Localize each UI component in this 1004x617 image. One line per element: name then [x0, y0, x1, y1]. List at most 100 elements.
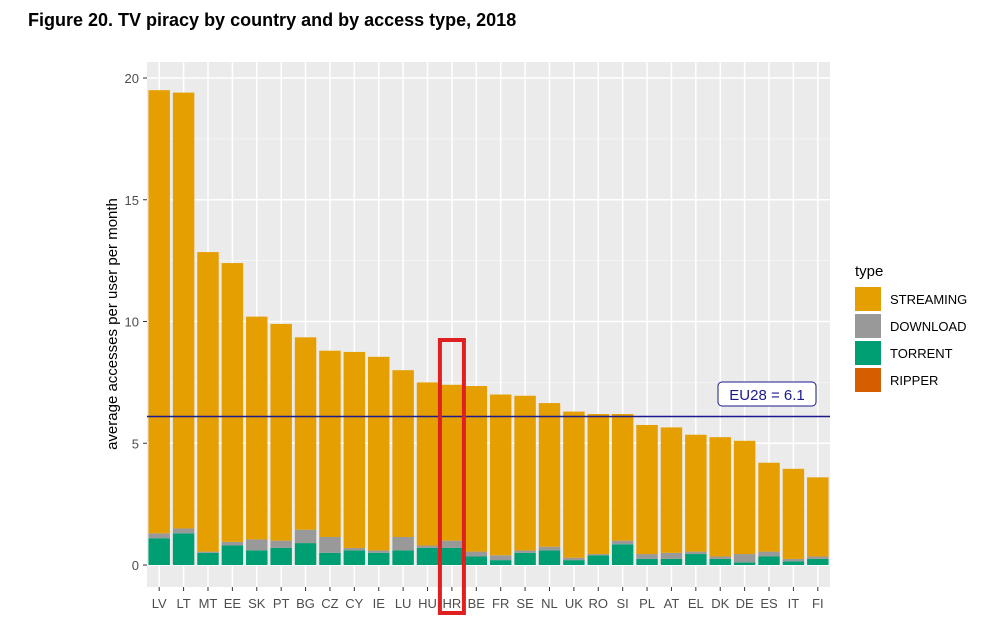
- bar-segment-torrent: [367, 552, 390, 565]
- legend-label-download: DOWNLOAD: [890, 319, 967, 334]
- bars-group: [148, 90, 829, 565]
- x-tick-label: LU: [395, 596, 412, 611]
- bar-segment-download: [733, 554, 756, 563]
- y-tick-label: 0: [132, 558, 139, 573]
- bar-segment-streaming: [319, 350, 341, 537]
- x-tick-label: NL: [541, 596, 558, 611]
- bar-segment-download: [221, 541, 244, 546]
- bar-segment-download: [392, 536, 414, 551]
- bar-segment-streaming: [441, 384, 463, 541]
- x-tick-label: HU: [418, 596, 437, 611]
- bar-segment-torrent: [319, 552, 341, 565]
- bar-segment-streaming: [489, 394, 512, 556]
- bar-segment-streaming: [294, 337, 317, 530]
- reference-label-box: [717, 381, 817, 407]
- bar-segment-torrent: [660, 558, 683, 565]
- bar-segment-download: [270, 540, 292, 548]
- bar-segment-download: [587, 554, 610, 556]
- bar-segment-streaming: [733, 440, 756, 555]
- legend-swatch-download: [855, 314, 881, 338]
- bar-segment-torrent: [611, 544, 634, 565]
- y-tick-label: 15: [125, 193, 139, 208]
- bar-segment-streaming: [465, 386, 488, 552]
- bar-segment-download: [758, 551, 780, 557]
- x-tick-label: SI: [617, 596, 629, 611]
- bar-segment-streaming: [709, 437, 731, 557]
- bar-segment-download: [294, 529, 317, 544]
- bar-segment-download: [441, 540, 463, 548]
- bar-segment-streaming: [392, 370, 414, 537]
- bar-segment-torrent: [246, 550, 268, 565]
- bar-segment-download: [343, 547, 366, 551]
- x-tick-label: ES: [760, 596, 778, 611]
- bar-segment-streaming: [416, 382, 439, 546]
- bar-segment-streaming: [270, 323, 292, 541]
- bar-segment-download: [611, 540, 634, 545]
- x-tick-label: SK: [248, 596, 266, 611]
- bar-segment-download: [416, 545, 439, 548]
- bar-segment-streaming: [246, 316, 268, 540]
- x-tick-label: EL: [688, 596, 704, 611]
- legend-swatch-ripper: [855, 368, 881, 392]
- legend-label-ripper: RIPPER: [890, 373, 938, 388]
- bar-segment-download: [514, 550, 536, 553]
- bar-segment-torrent: [172, 533, 195, 565]
- bar-segment-streaming: [343, 351, 366, 548]
- bar-segment-download: [660, 552, 683, 559]
- bar-segment-streaming: [514, 395, 536, 551]
- bar-segment-download: [709, 556, 731, 559]
- bar-segment-torrent: [538, 550, 561, 565]
- bar-segment-download: [246, 539, 268, 551]
- bar-segment-download: [148, 533, 170, 539]
- legend-swatch-torrent: [855, 341, 881, 365]
- bar-segment-torrent: [343, 550, 366, 565]
- bar-segment-download: [807, 556, 829, 559]
- x-tick-label: EE: [224, 596, 242, 611]
- x-tick-label: RO: [589, 596, 609, 611]
- y-tick-label: 10: [125, 315, 139, 330]
- legend-label-streaming: STREAMING: [890, 292, 967, 307]
- bar-segment-streaming: [221, 263, 244, 542]
- bar-segment-torrent: [685, 554, 707, 565]
- bar-segment-torrent: [782, 561, 805, 565]
- bar-segment-download: [319, 536, 341, 553]
- bar-segment-torrent: [758, 556, 780, 565]
- bar-segment-streaming: [367, 356, 390, 551]
- legend-label-torrent: TORRENT: [890, 346, 953, 361]
- legend[interactable]: type STREAMING DOWNLOAD TORRENT RIPPER: [855, 263, 967, 392]
- x-tick-label: LV: [152, 596, 167, 611]
- x-tick-label: MT: [199, 596, 218, 611]
- bar-segment-download: [197, 551, 219, 553]
- bar-segment-download: [489, 555, 512, 561]
- bar-segment-torrent: [441, 547, 463, 565]
- bar-segment-torrent: [221, 545, 244, 565]
- bar-segment-torrent: [148, 538, 170, 565]
- legend-swatch-streaming: [855, 287, 881, 311]
- x-tick-label: DK: [711, 596, 729, 611]
- bar-segment-streaming: [197, 252, 219, 552]
- x-tick-label: IT: [788, 596, 800, 611]
- bar-segment-streaming: [636, 424, 658, 555]
- bar-segment-download: [685, 551, 707, 555]
- bar-segment-streaming: [758, 462, 780, 552]
- bar-segment-streaming: [538, 403, 561, 547]
- x-tick-label: LT: [176, 596, 190, 611]
- y-tick-label: 5: [132, 436, 139, 451]
- bar-segment-streaming: [685, 434, 707, 552]
- x-tick-label: FR: [492, 596, 509, 611]
- bar-segment-download: [465, 551, 488, 557]
- y-tick-label: 20: [125, 71, 139, 86]
- bar-segment-streaming: [611, 414, 634, 541]
- bar-segment-streaming: [563, 411, 585, 558]
- bar-segment-torrent: [709, 558, 731, 565]
- bar-segment-download: [636, 554, 658, 559]
- bar-segment-download: [172, 528, 195, 534]
- bar-segment-torrent: [294, 543, 317, 565]
- bar-segment-streaming: [587, 414, 610, 555]
- x-tick-label: IE: [373, 596, 386, 611]
- bar-segment-streaming: [807, 477, 829, 557]
- bar-segment-torrent: [465, 556, 488, 565]
- reference-line-group: EU28 = 6.1: [147, 381, 830, 418]
- bar-segment-torrent: [392, 550, 414, 565]
